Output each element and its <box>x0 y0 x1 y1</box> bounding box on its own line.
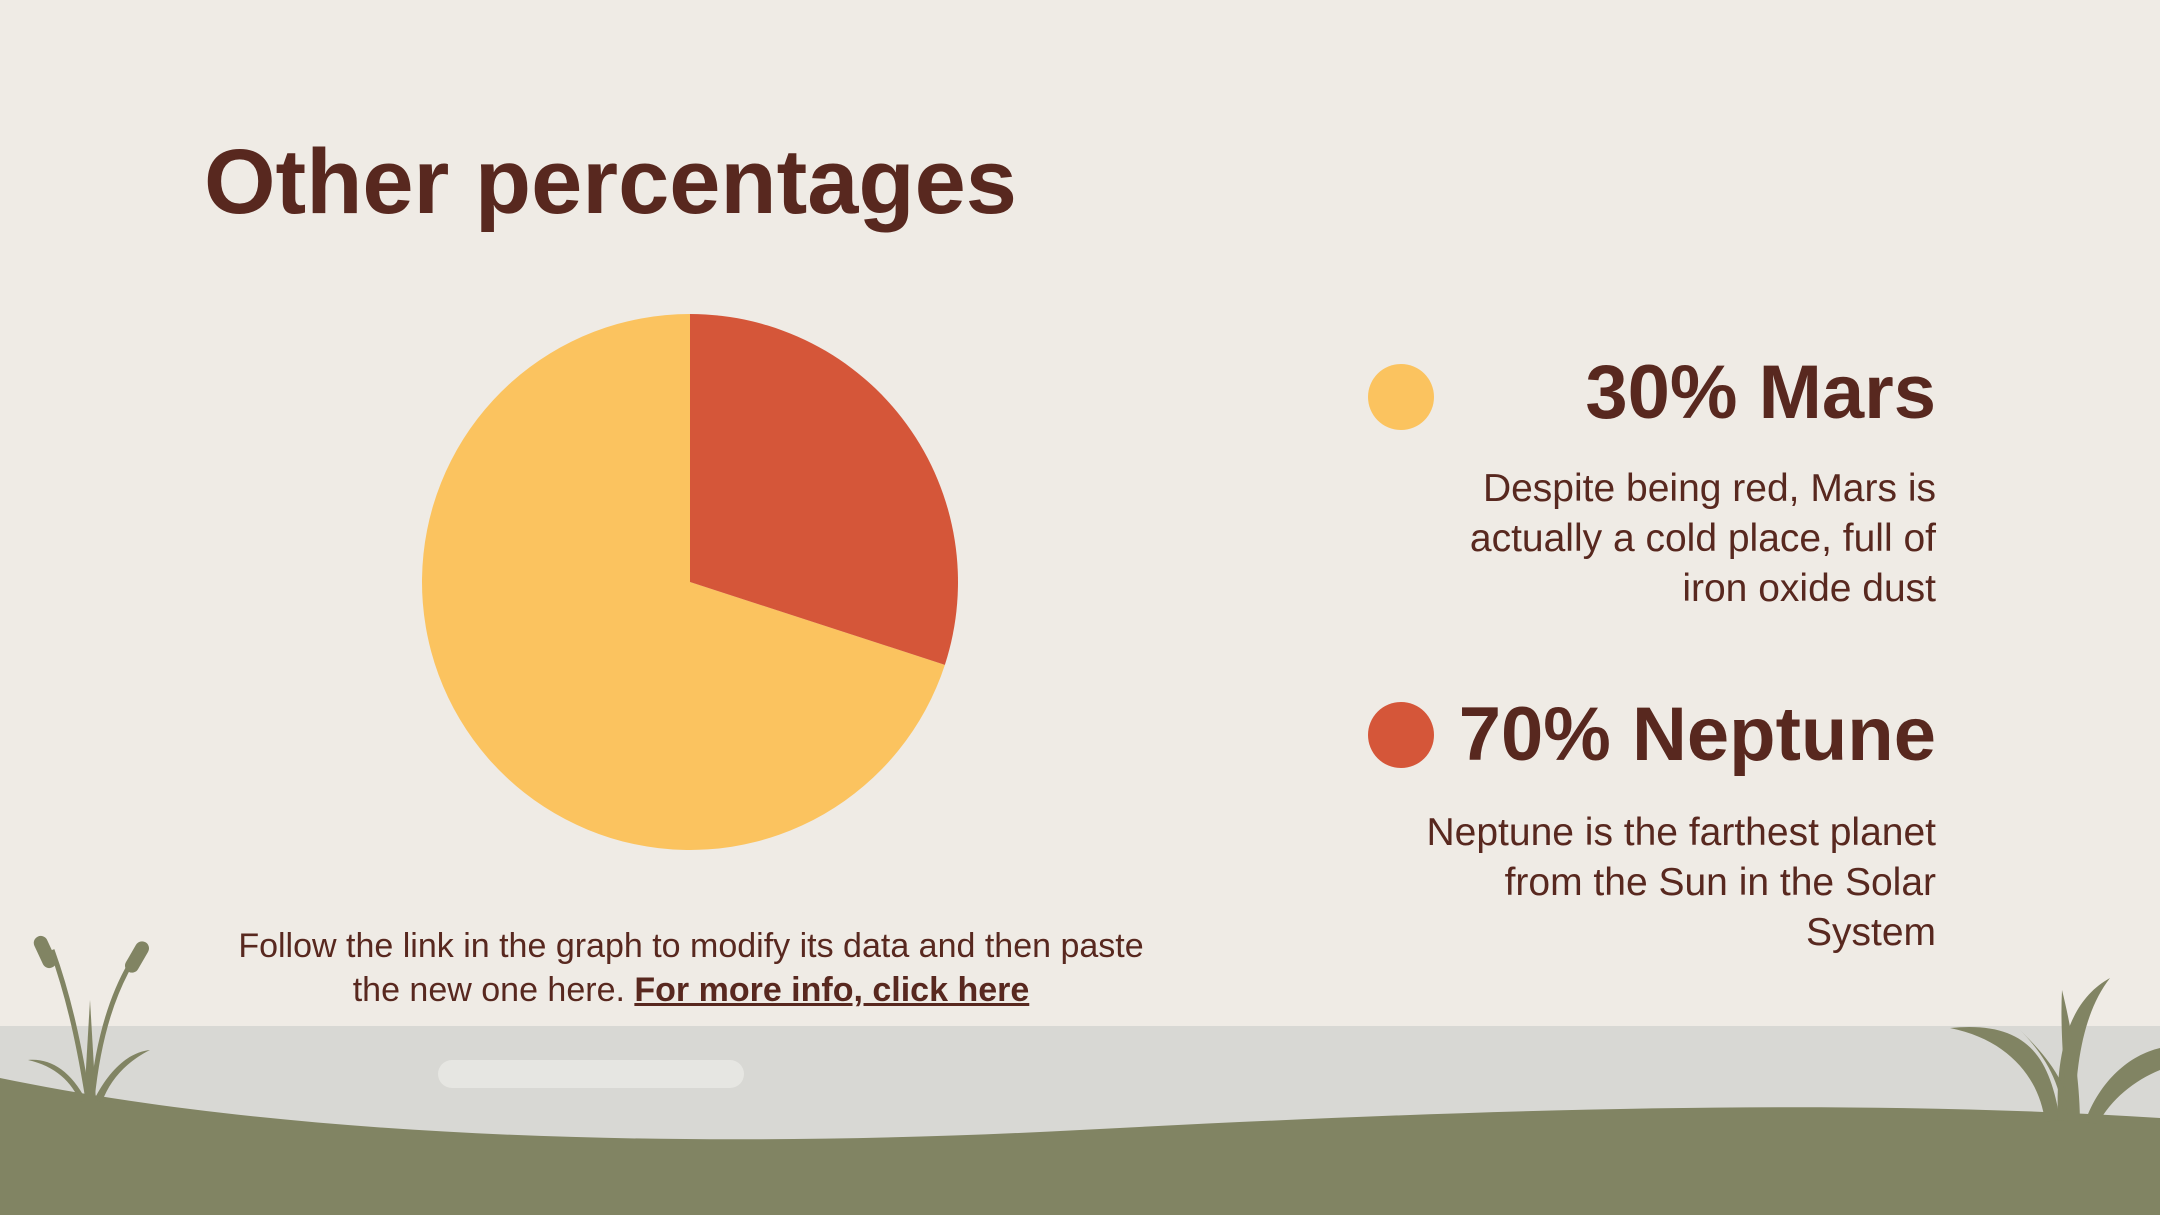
reed-plant-icon <box>28 935 150 1102</box>
legend-desc-mars: Despite being red, Mars is actually a co… <box>1469 467 1936 610</box>
chart-caption: Follow the link in the graph to modify i… <box>230 924 1152 1012</box>
more-info-link[interactable]: For more info, click here <box>634 971 1030 1009</box>
grass-plant-icon <box>1950 978 2160 1124</box>
caption-text: Follow the link in the graph to modify i… <box>238 927 1144 1009</box>
grass-hill <box>0 1078 2160 1215</box>
strip-highlight <box>438 1060 744 1088</box>
neptune-color-dot <box>1368 702 1434 768</box>
pie-chart[interactable] <box>420 312 960 852</box>
legend-item-neptune: 70% Neptune Neptune is the farthest plan… <box>1360 692 1937 978</box>
mars-color-dot <box>1368 364 1434 430</box>
legend-title-mars: 30% Mars <box>1585 350 1936 435</box>
pie-slice-mars[interactable] <box>421 314 945 850</box>
legend-item-mars: 30% Mars Despite being red, Mars is actu… <box>1360 350 1936 632</box>
legend-title-neptune: 70% Neptune <box>1458 692 1936 777</box>
legend-desc-neptune: Neptune is the farthest planet from the … <box>1426 811 1937 954</box>
pie-slice-neptune[interactable] <box>690 314 958 665</box>
page-title: Other percentages <box>204 131 1017 233</box>
